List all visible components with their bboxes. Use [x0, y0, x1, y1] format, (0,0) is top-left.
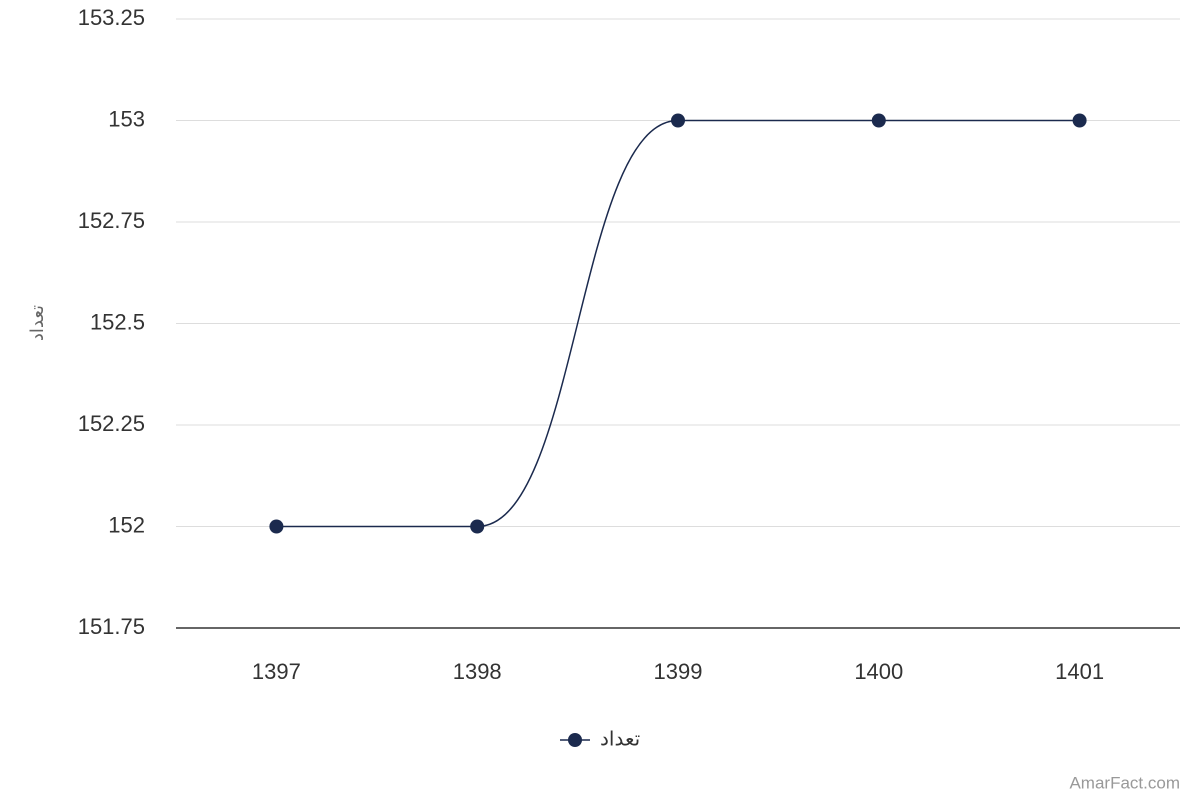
y-tick-label: 152 [108, 512, 145, 537]
y-axis-title: تعداد [27, 305, 47, 341]
x-tick-label: 1397 [252, 659, 301, 684]
point [269, 519, 284, 534]
credit: AmarFact.com [1069, 773, 1180, 792]
x-tick-label: 1398 [453, 659, 502, 684]
x-tick-label: 1401 [1055, 659, 1104, 684]
y-tick-label: 152.75 [78, 208, 145, 233]
point [470, 519, 485, 534]
y-tick-label: 153.25 [78, 5, 145, 30]
y-tick-label: 152.5 [90, 309, 145, 334]
legend-marker [568, 733, 582, 747]
point [871, 113, 886, 128]
point [671, 113, 685, 128]
y-tick-label: 151.75 [78, 614, 145, 639]
y-tick-label: 153 [108, 106, 145, 131]
legend-label: تعداد [600, 728, 640, 750]
x-tick-label: 1400 [854, 659, 903, 684]
line [276, 119, 1080, 528]
point [1072, 113, 1087, 128]
y-tick-label: 152.25 [78, 411, 145, 436]
x-tick-label: 1399 [654, 659, 703, 684]
